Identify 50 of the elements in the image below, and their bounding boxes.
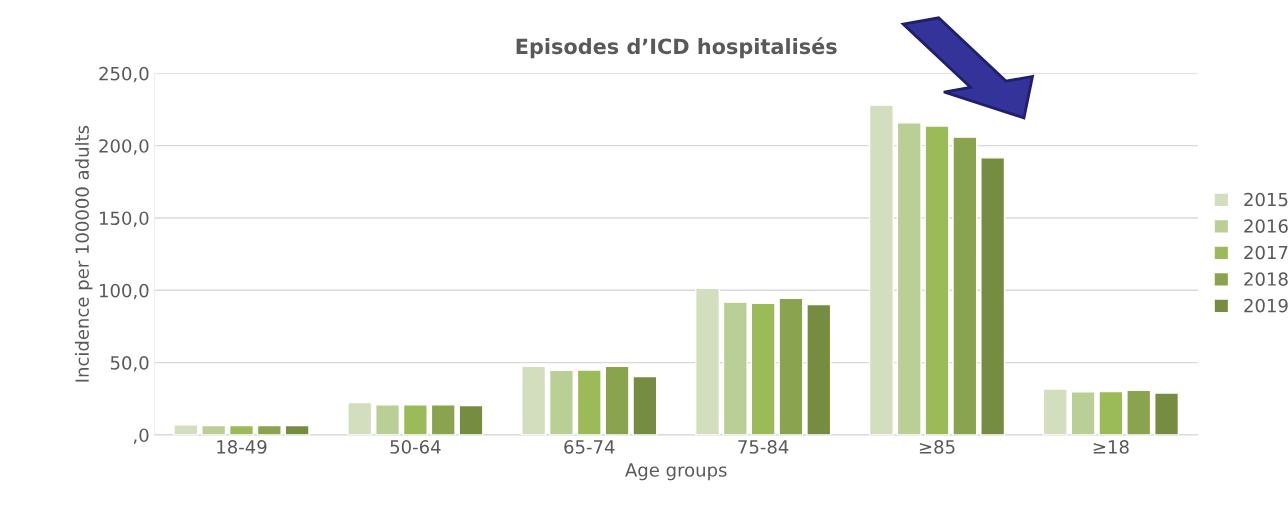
- y-tick-label: 100,0: [99, 283, 149, 300]
- bar: [402, 403, 428, 435]
- bar: [548, 369, 574, 435]
- bar: [375, 403, 401, 435]
- x-tick-label: ≥18: [1093, 440, 1129, 454]
- bar: [347, 401, 373, 435]
- legend-label: 2017: [1244, 245, 1288, 260]
- bar: [1154, 392, 1180, 435]
- chart-title: Episodes d’ICD hospitalisés: [516, 37, 837, 59]
- bar: [284, 424, 310, 435]
- bar: [924, 125, 950, 435]
- bar: [694, 287, 721, 435]
- bar: [521, 365, 547, 435]
- bar: [228, 424, 255, 435]
- bar: [576, 369, 602, 435]
- bar: [201, 424, 227, 435]
- bar: [952, 136, 978, 435]
- bar: [980, 157, 1006, 435]
- bar: [458, 404, 484, 435]
- bar: [1126, 389, 1152, 435]
- bar: [1098, 390, 1124, 435]
- x-tick-label: 65-74: [564, 440, 615, 454]
- bar: [1042, 388, 1068, 435]
- bar: [868, 104, 894, 435]
- legend-label: 2016: [1244, 219, 1288, 233]
- x-tick-label: ≥85: [919, 440, 955, 454]
- y-tick-label: 50,0: [110, 356, 149, 372]
- bar: [173, 424, 199, 435]
- bar: [806, 303, 832, 435]
- bar: [896, 122, 922, 435]
- y-tick-label: 150,0: [99, 211, 149, 227]
- x-axis-title: Age groups: [625, 463, 727, 481]
- y-tick-label: 250,0: [99, 66, 149, 83]
- bar: [722, 301, 748, 435]
- y-axis-title: Incidence per 100000 adults: [74, 125, 93, 382]
- bar: [1070, 391, 1096, 435]
- bar: [256, 424, 282, 435]
- y-tick-label: ,0: [133, 428, 149, 444]
- legend-label: 2019: [1244, 298, 1288, 313]
- bar: [778, 297, 804, 435]
- bar: [604, 365, 630, 435]
- legend-label: 2018: [1244, 272, 1288, 286]
- y-tick-label: 200,0: [99, 139, 149, 155]
- legend-label: 2015: [1244, 192, 1288, 207]
- x-tick-label: 75-84: [738, 440, 789, 454]
- x-tick-label: 50-64: [390, 440, 441, 454]
- x-tick-label: 18-49: [217, 440, 267, 454]
- bar: [430, 403, 456, 435]
- bar: [632, 375, 658, 435]
- bar: [750, 302, 776, 435]
